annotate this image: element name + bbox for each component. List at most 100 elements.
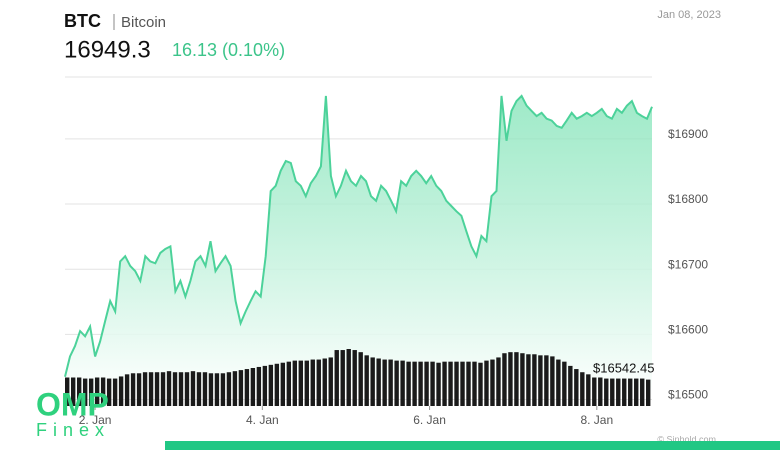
volume-bar (592, 377, 597, 406)
volume-bar (250, 368, 256, 406)
volume-bar (346, 349, 351, 406)
y-tick-label: $16600 (668, 323, 708, 337)
volume-bar (352, 350, 357, 406)
volume-bar (550, 356, 555, 406)
volume-bar (562, 361, 567, 406)
volume-bar (568, 365, 573, 406)
logo-sub: Finex (36, 420, 110, 440)
volume-bar (586, 374, 591, 406)
volume-bar (310, 359, 315, 406)
volume-bar (298, 360, 303, 406)
volume-bar (178, 372, 184, 406)
volume-bar (616, 378, 621, 406)
volume-bar (76, 377, 82, 406)
volume-bar (142, 372, 148, 406)
volume-bar (556, 359, 561, 406)
volume-bar (94, 377, 100, 406)
y-tick-label: $16900 (668, 127, 708, 141)
volume-bar (646, 379, 651, 406)
volume-bar (280, 362, 286, 406)
volume-bar (286, 361, 292, 406)
volume-bar (640, 378, 645, 406)
volume-bar (100, 377, 106, 406)
volume-bar (388, 359, 393, 406)
volume-bar (238, 370, 244, 406)
volume-bar (400, 360, 405, 406)
volume-bar (328, 357, 333, 406)
volume-bar (394, 360, 399, 406)
volume-bar (130, 373, 136, 406)
volume-bar (520, 353, 525, 406)
volume-bar (544, 355, 549, 406)
volume-bar (340, 350, 345, 406)
volume-bar (454, 361, 459, 406)
volume-bar (82, 378, 88, 406)
annotation: $16542.45 (593, 360, 654, 375)
volume-bar (538, 355, 543, 406)
volume-bar (88, 378, 94, 406)
volume-bar (412, 361, 417, 406)
volume-bar (478, 362, 483, 406)
x-tick-label: 6. Jan (413, 413, 446, 427)
volume-bar (316, 359, 321, 406)
volume-bar (634, 378, 639, 406)
volume-bar (466, 361, 471, 406)
footer-bar (165, 441, 780, 450)
volume-bar (148, 372, 154, 406)
volume-bar (490, 359, 495, 406)
volume-bar (334, 350, 339, 406)
volume-bar (508, 352, 513, 406)
x-tick-label: 4. Jan (246, 413, 279, 427)
volume-bar (496, 357, 501, 406)
volume-bar (196, 372, 202, 406)
y-tick-label: $16700 (668, 257, 708, 271)
change: 16.13 (0.10%) (172, 40, 285, 60)
date: Jan 08, 2023 (657, 9, 721, 21)
volume-bar (472, 361, 477, 406)
area-fill (65, 95, 652, 399)
volume-bar (292, 360, 298, 406)
volume-bar (514, 352, 519, 406)
x-tick-label: 2. Jan (79, 413, 112, 427)
volume-bar (424, 361, 429, 406)
subtitle: Bitcoin (121, 14, 166, 31)
price-line (64, 94, 653, 377)
volume-bar (70, 377, 76, 406)
volume-bar (172, 372, 178, 406)
volume-bar (262, 365, 268, 406)
volume-bar (610, 378, 615, 406)
volume-bar (208, 373, 214, 406)
volume-bar (358, 352, 363, 406)
credit: © Sinhold.com (657, 434, 716, 444)
price: 16949.3 (64, 36, 151, 63)
volume-bar (370, 357, 375, 406)
ticker: BTC (64, 11, 101, 31)
volume-bar (448, 361, 453, 406)
volume-bar (502, 353, 507, 406)
volume-bar (184, 372, 190, 406)
volume-bar (442, 361, 447, 406)
volume-bar (604, 378, 609, 406)
volume-bar (628, 378, 633, 406)
volume-bar (226, 372, 232, 406)
volume-bar (598, 377, 603, 406)
x-tick-label: 8. Jan (580, 413, 613, 427)
y-tick-label: $16800 (668, 192, 708, 206)
volume-bar (364, 355, 369, 406)
volume-bar (622, 378, 627, 406)
volume-bar (574, 369, 579, 406)
volume-bar (436, 362, 441, 406)
volume-bar (532, 354, 537, 406)
volume-bar (580, 372, 585, 406)
volume-bar (430, 361, 435, 406)
volume-bar (220, 373, 226, 406)
volume-bar (304, 360, 309, 406)
volume-bar (166, 371, 172, 406)
volume-bar (112, 378, 118, 406)
volume-bar (244, 369, 250, 406)
volume-bar (202, 372, 208, 406)
volume-bar (526, 354, 531, 406)
volume-bar (382, 359, 387, 406)
volume-bar (136, 373, 142, 406)
volume-bar (274, 363, 280, 406)
